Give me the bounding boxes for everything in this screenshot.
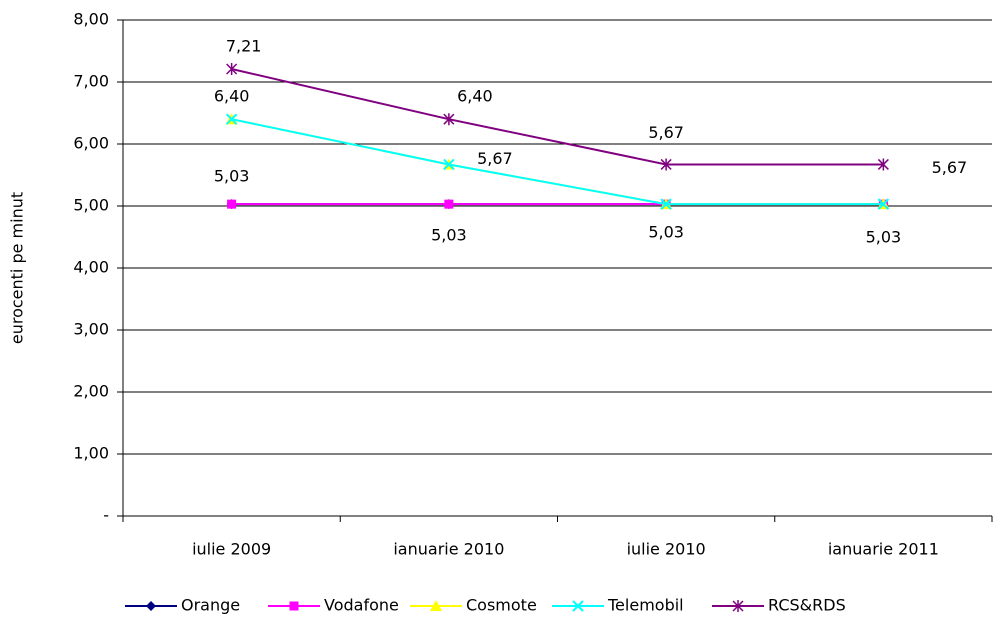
y-tick-label: 4,00 bbox=[73, 258, 109, 277]
y-tick-label: - bbox=[103, 506, 109, 525]
legend-marker bbox=[430, 600, 442, 611]
y-tick-label: 3,00 bbox=[73, 320, 109, 339]
data-label: 5,03 bbox=[866, 228, 902, 247]
series-line bbox=[231, 118, 884, 206]
legend-label: RCS&RDS bbox=[768, 596, 846, 615]
marker bbox=[444, 199, 454, 209]
legend-label: Telemobil bbox=[607, 596, 684, 615]
data-label: 7,21 bbox=[226, 36, 262, 55]
x-tick-label: ianuarie 2011 bbox=[828, 540, 939, 559]
y-tick-label: 7,00 bbox=[73, 72, 109, 91]
series-line bbox=[231, 68, 884, 166]
x-tick-label: ianuarie 2010 bbox=[393, 540, 504, 559]
marker bbox=[660, 198, 672, 210]
x-tick-label: iulie 2009 bbox=[192, 540, 271, 559]
series-line bbox=[231, 118, 884, 206]
data-label: 6,40 bbox=[457, 87, 493, 106]
marker bbox=[227, 199, 237, 209]
marker bbox=[443, 113, 455, 126]
legend-marker bbox=[572, 600, 584, 612]
y-tick-label: 8,00 bbox=[73, 10, 109, 29]
y-axis-label: eurocenti pe minut bbox=[8, 192, 27, 344]
legend-marker bbox=[732, 600, 744, 612]
data-label: 5,67 bbox=[648, 123, 684, 142]
legend-label: Vodafone bbox=[324, 596, 399, 615]
data-label: 5,67 bbox=[477, 149, 513, 168]
marker bbox=[877, 158, 889, 171]
marker bbox=[443, 158, 455, 171]
data-label: 5,03 bbox=[431, 226, 467, 245]
data-label: 5,03 bbox=[648, 223, 684, 242]
marker bbox=[225, 113, 238, 125]
legend-label: Orange bbox=[181, 596, 240, 615]
x-tick-label: iulie 2010 bbox=[627, 540, 706, 559]
marker bbox=[660, 158, 672, 171]
legend-marker bbox=[289, 601, 299, 611]
data-label: 5,03 bbox=[214, 167, 250, 186]
marker bbox=[226, 62, 238, 75]
legend-label: Cosmote bbox=[466, 596, 537, 615]
y-tick-label: 2,00 bbox=[73, 382, 109, 401]
legend-marker bbox=[146, 601, 156, 611]
marker bbox=[877, 198, 890, 210]
y-tick-label: 5,00 bbox=[73, 196, 109, 215]
y-tick-label: 1,00 bbox=[73, 444, 109, 463]
data-label: 5,67 bbox=[932, 158, 968, 177]
data-label: 6,40 bbox=[214, 87, 250, 106]
y-tick-label: 6,00 bbox=[73, 134, 109, 153]
